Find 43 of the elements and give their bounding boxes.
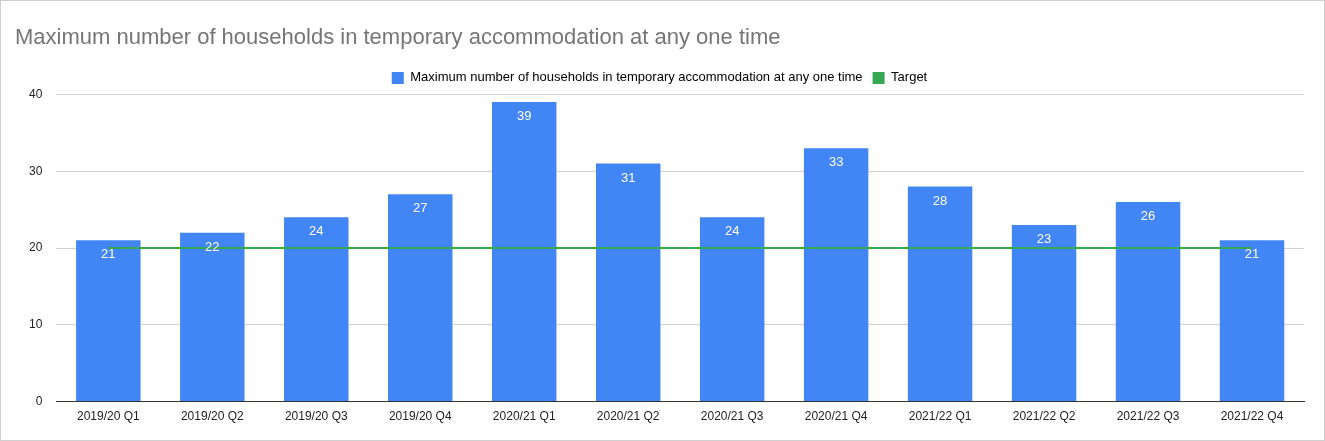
bar <box>1115 201 1181 402</box>
x-tick-label: 2021/22 Q2 <box>1012 409 1076 424</box>
bar <box>595 163 661 402</box>
x-tick-label: 2019/20 Q2 <box>180 409 244 424</box>
bar <box>76 240 141 402</box>
data-label: 26 <box>1140 208 1156 223</box>
bar <box>803 148 869 402</box>
data-label: 33 <box>828 154 844 170</box>
data-label: 24 <box>309 223 324 239</box>
data-label: 21 <box>101 246 116 262</box>
x-tick-label: 2019/20 Q1 <box>76 409 141 424</box>
x-tick-label: 2021/22 Q1 <box>908 409 972 424</box>
x-tick-label: 2020/21 Q4 <box>804 409 868 424</box>
data-label: 31 <box>620 169 636 185</box>
y-tick-label: 10 <box>28 317 43 332</box>
x-tick-label: 2021/22 Q4 <box>1220 409 1284 424</box>
data-label: 21 <box>1244 246 1260 262</box>
data-label: 27 <box>413 200 428 216</box>
bar <box>388 194 453 402</box>
y-tick-label: 0 <box>35 393 43 408</box>
legend-label: Target <box>891 69 928 85</box>
data-label: 39 <box>516 108 532 124</box>
data-label: 28 <box>932 192 948 208</box>
x-tick-label: 2021/22 Q3 <box>1116 409 1180 424</box>
bar <box>284 217 349 402</box>
x-tick-label: 2020/21 Q3 <box>700 409 764 424</box>
bar <box>699 217 765 402</box>
data-label: 23 <box>1036 231 1052 247</box>
bar <box>180 232 245 402</box>
y-tick-label: 30 <box>28 163 43 178</box>
y-tick-label: 40 <box>28 86 43 101</box>
bar <box>1219 240 1285 402</box>
x-tick-label: 2020/21 Q1 <box>492 409 556 424</box>
y-tick-label: 20 <box>28 240 43 255</box>
x-tick-label: 2020/21 Q2 <box>596 409 660 424</box>
legend-label: Maximum number of households in temporary accommodation at any one time <box>410 69 863 85</box>
bar <box>907 186 973 402</box>
data-label: 24 <box>724 223 740 239</box>
bar <box>491 102 557 402</box>
x-tick-label: 2019/20 Q3 <box>284 409 348 424</box>
bar <box>1011 224 1077 402</box>
x-tick-label: 2019/20 Q4 <box>388 409 452 424</box>
chart-title: Maximum number of households in temporary accommodation at any one time <box>15 24 781 50</box>
